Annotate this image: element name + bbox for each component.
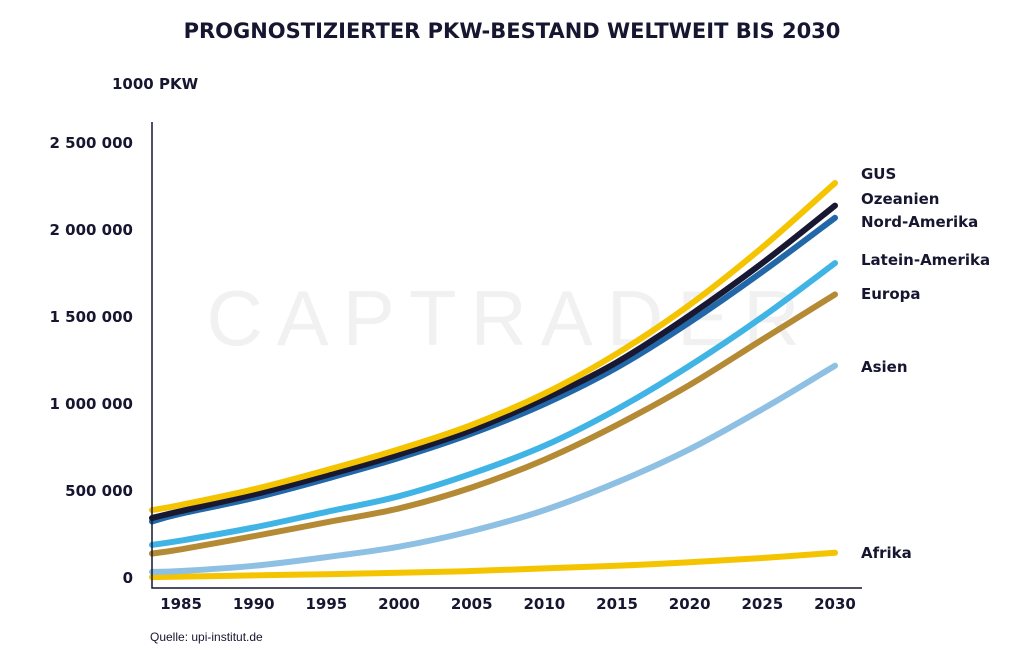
legend-label-ozeanien: Ozeanien <box>861 190 939 208</box>
x-tick-label: 1995 <box>306 595 348 613</box>
series-line-asien <box>149 362 838 575</box>
legend-label-europa: Europa <box>861 285 921 303</box>
x-axis-ticks: 1985 1990 1995 2000 2005 2010 2015 2020 2025 2030 <box>160 595 856 613</box>
y-tick-label: 1 500 000 <box>49 308 133 326</box>
legend-label-gus: GUS <box>861 165 896 183</box>
x-tick-label: 2015 <box>596 595 638 613</box>
x-tick-label: 1985 <box>160 595 202 613</box>
series-line-afrika <box>149 549 838 581</box>
y-axis-unit-label: 1000 PKW <box>112 75 199 93</box>
series-line-ozeanien <box>149 202 838 521</box>
legend-label-nord-amerika: Nord-Amerika <box>861 213 978 231</box>
series-line-gus <box>149 180 838 514</box>
series-line-nord-amerika <box>149 214 838 525</box>
x-tick-label: 2000 <box>378 595 420 613</box>
watermark-text: CAPTRADER <box>206 274 813 362</box>
x-tick-label: 2010 <box>523 595 565 613</box>
y-tick-label: 500 000 <box>65 482 133 500</box>
source-note: Quelle: upi-institut.de <box>150 630 263 644</box>
x-tick-label: 2030 <box>814 595 856 613</box>
x-tick-label: 2005 <box>451 595 493 613</box>
legend: GUS Ozeanien Nord-Amerika Latein-Amerika Eur… <box>861 165 990 562</box>
series-line-europa <box>149 291 838 557</box>
x-tick-label: 2020 <box>669 595 711 613</box>
x-tick-label: 2025 <box>741 595 783 613</box>
chart-title: PROGNOSTIZIERTER PKW-BESTAND WELTWEIT BI… <box>184 19 841 43</box>
legend-label-afrika: Afrika <box>861 544 912 562</box>
series-line-latein-amerika <box>149 260 838 548</box>
y-axis-ticks: 0 500 000 1 000 000 1 500 000 2 000 000 2 500… <box>49 134 133 587</box>
y-tick-label: 0 <box>123 569 133 587</box>
y-tick-label: 2 000 000 <box>49 221 133 239</box>
x-tick-label: 1990 <box>233 595 275 613</box>
y-tick-label: 2 500 000 <box>49 134 133 152</box>
series-lines <box>149 180 838 581</box>
axes <box>151 122 862 589</box>
legend-label-latein-amerika: Latein-Amerika <box>861 251 990 269</box>
y-tick-label: 1 000 000 <box>49 395 133 413</box>
legend-label-asien: Asien <box>861 358 908 376</box>
